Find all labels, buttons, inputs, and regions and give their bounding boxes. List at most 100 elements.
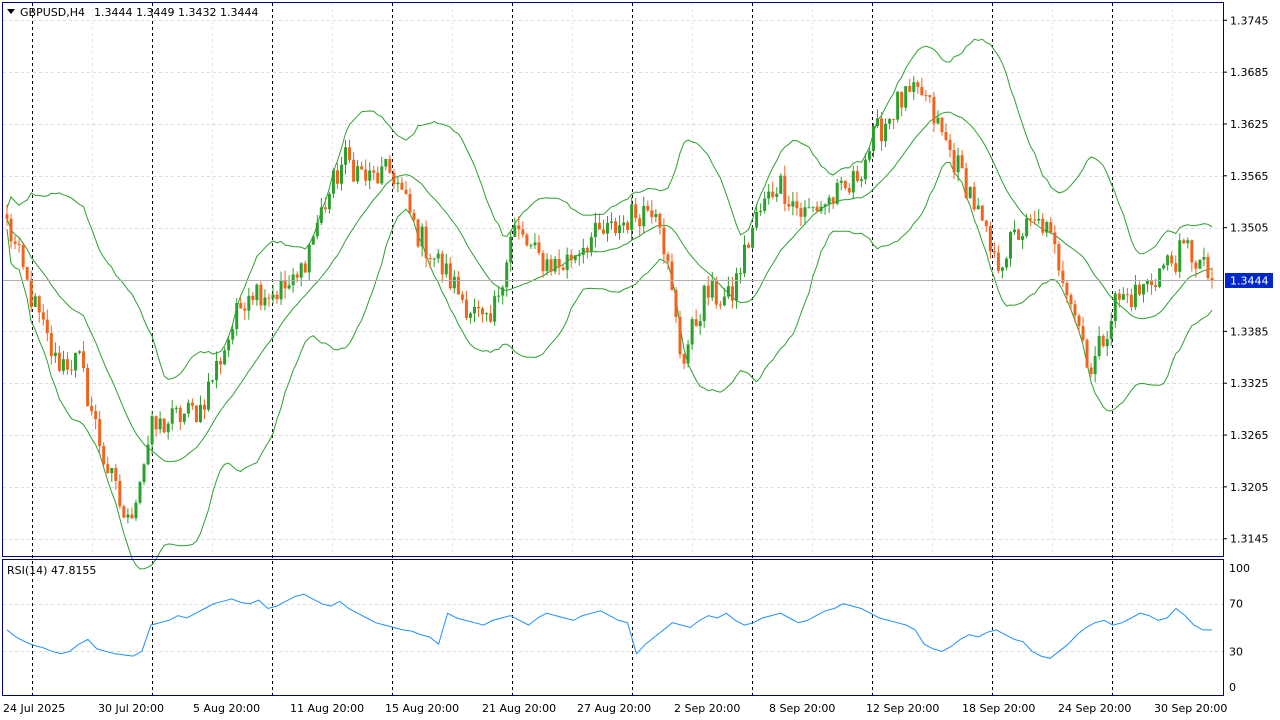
bear-candle [1154,285,1158,287]
bear-candle [194,405,198,423]
bull-candle [74,352,78,371]
bear-candle [783,175,787,204]
bear-candle [944,132,948,140]
bull-candle [207,381,211,410]
bull-candle [1113,293,1117,322]
bull-candle [327,193,331,210]
bull-candle [553,258,557,272]
bull-candle [227,339,231,351]
bull-candle [1013,229,1017,233]
bull-candle [493,296,497,322]
bear-candle [122,506,126,518]
current-price-value: 1.3444 [1230,275,1269,288]
bear-candle [908,86,912,92]
bear-candle [1057,244,1061,271]
bear-candle [45,319,49,334]
bear-candle [988,226,992,252]
bull-candle [420,226,424,247]
x-tick-label: 2 Sep 20:00 [674,702,740,715]
bear-candle [706,285,710,298]
bear-candle [372,170,376,173]
bull-candle [138,481,142,503]
bear-candle [364,169,368,181]
bear-candle [1089,367,1093,375]
x-tick-label: 24 Jul 2025 [3,702,65,715]
x-tick-label: 18 Sep 20:00 [962,702,1035,715]
bull-candle [215,360,219,381]
bull-candle [968,186,972,198]
bear-candle [219,360,223,365]
bear-candle [1041,218,1045,233]
bear-candle [106,464,110,474]
bear-candle [666,254,670,262]
bear-candle [428,257,432,260]
bear-candle [952,149,956,173]
rsi-tick-label: 70 [1229,598,1243,611]
bull-candle [1166,255,1170,266]
bull-candle [33,296,37,307]
bear-candle [98,419,102,447]
bull-candle [1162,265,1166,269]
bear-candle [49,333,53,357]
bear-candle [948,139,952,150]
bull-candle [876,118,880,127]
bull-candle [1109,321,1113,339]
bull-candle [331,170,335,194]
bull-candle [1045,222,1049,233]
bear-candle [541,253,545,272]
bull-candle [622,222,626,226]
bear-candle [585,247,589,252]
bull-candle [247,295,251,311]
bear-candle [972,186,976,210]
bear-candle [537,242,541,254]
bull-candle [110,468,114,474]
bear-candle [634,204,638,219]
y-tick-label: 1.3325 [1230,377,1269,390]
bear-candle [477,306,481,309]
bull-candle [319,207,323,223]
rsi-line [6,593,1212,659]
bull-candle [827,197,831,205]
bear-candle [638,218,642,227]
bear-candle [448,263,452,289]
bear-candle [424,226,428,258]
bear-candle [771,191,775,197]
bear-candle [259,284,263,306]
bear-candle [102,446,106,465]
x-tick-label: 30 Jul 20:00 [98,702,164,715]
x-tick-label: 11 Aug 20:00 [290,702,364,715]
bull-candle [344,147,348,165]
bear-candle [21,245,25,268]
current-price-label [1225,273,1273,288]
y-tick-label: 1.3265 [1230,429,1269,442]
bull-candle [593,222,597,238]
rsi-tick-label: 100 [1229,562,1250,575]
symbol-title: GBPUSD,H4 [20,6,85,19]
bear-candle [984,220,988,227]
bear-candle [557,258,561,268]
bear-candle [517,225,521,230]
bull-candle [356,166,360,182]
bear-candle [920,86,924,96]
bear-candle [440,253,444,275]
bull-candle [1158,268,1162,287]
main-panel-frame [2,2,1224,557]
bear-candle [283,280,287,289]
ohlc-values: 1.3444 1.3449 1.3432 1.3444 [94,6,258,19]
bear-candle [94,411,98,420]
bull-candle [291,274,295,286]
bear-candle [1033,219,1037,221]
bear-candle [114,468,118,482]
bear-candle [916,82,920,87]
bear-candle [1049,222,1053,233]
bull-candle [1121,294,1125,300]
y-tick-label: 1.3505 [1230,222,1269,235]
dropdown-triangle-icon[interactable] [7,9,15,14]
bear-candle [1125,294,1129,296]
bear-candle [267,297,271,299]
bear-candle [1081,326,1085,341]
bull-candle [1008,232,1012,259]
bear-candle [569,254,573,261]
bull-candle [1198,259,1202,269]
